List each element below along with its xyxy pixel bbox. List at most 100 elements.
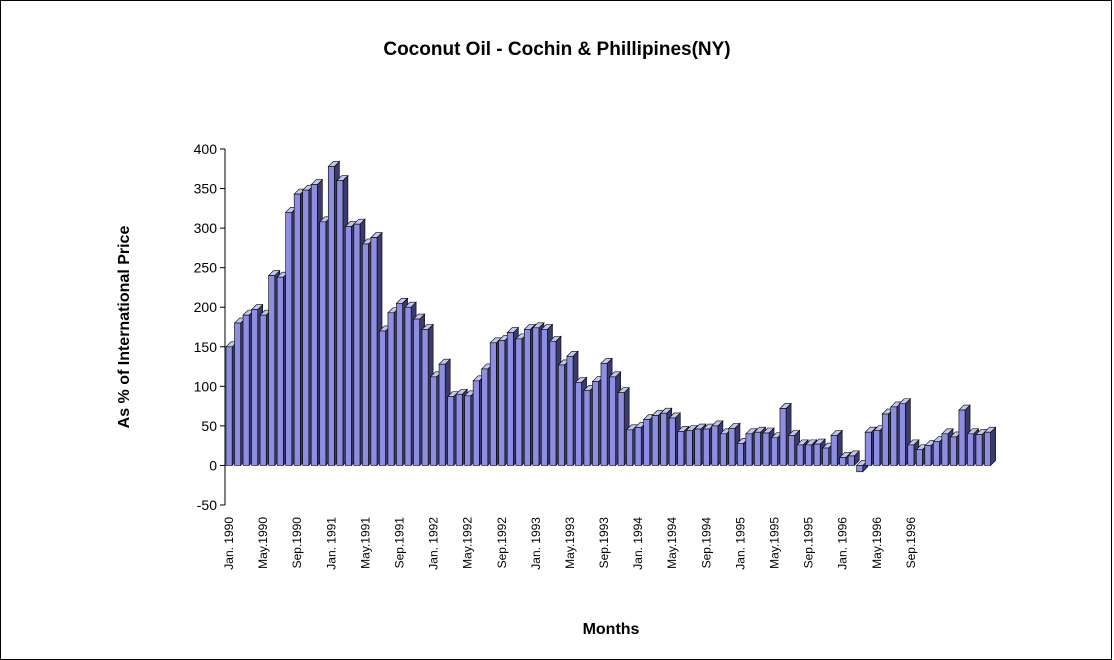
bar-front [617, 392, 625, 466]
bar-front [771, 437, 778, 466]
bar-front [677, 431, 685, 466]
bar-front [404, 306, 412, 466]
bar-front [447, 396, 455, 466]
bar-front [583, 389, 591, 466]
bar-series [225, 160, 997, 473]
bar-front [805, 444, 812, 466]
y-axis-label: As % of International Price [116, 226, 133, 429]
bar-front [600, 363, 608, 466]
bar-front [498, 340, 506, 466]
bar-front [822, 447, 829, 466]
bar-front [950, 436, 957, 466]
bar-front [958, 409, 966, 466]
bar-front [396, 302, 403, 466]
bar-front [643, 419, 651, 466]
bar-front [745, 433, 753, 466]
bar-front [558, 364, 565, 466]
x-tick-label: Jan. 1996 [836, 517, 850, 570]
x-tick-label: Jan. 1990 [222, 517, 236, 570]
bar-front [813, 443, 821, 466]
bar-front [293, 193, 301, 466]
y-tick-label: 200 [194, 299, 218, 315]
axes: 400 350 300 250 200 150 100 50 0 -50 Jan. 1990 May.… [194, 141, 918, 570]
bar-front [856, 465, 864, 473]
y-tick-label: 300 [194, 220, 218, 236]
bar-front [651, 415, 659, 466]
bar-front [430, 376, 437, 466]
x-tick-label: Sep.1993 [597, 517, 611, 569]
bar-front [788, 435, 795, 466]
bar-front [685, 430, 693, 466]
x-tick-label: May.1990 [256, 517, 270, 569]
x-tick-label: May.1996 [870, 517, 884, 569]
x-tick-label: May.1995 [767, 517, 781, 569]
x-axis-label: Months [583, 621, 640, 638]
bar-front [634, 427, 642, 466]
bar-front [626, 429, 633, 466]
bar-front [234, 322, 241, 466]
bar-front [285, 211, 293, 466]
x-tick-label: Sep.1991 [393, 517, 407, 569]
bar-front [472, 380, 480, 466]
bar-front [984, 431, 991, 466]
bar-front [873, 430, 881, 466]
x-tick-label: Jan. 1993 [529, 517, 543, 570]
bar-front [890, 406, 898, 466]
bar-front [481, 368, 489, 466]
y-tick-label: -50 [197, 497, 217, 513]
bar-front [489, 342, 497, 466]
x-tick-label: Sep.1992 [495, 517, 509, 569]
bar-front [592, 381, 599, 466]
x-tick-label: May.1991 [358, 517, 372, 569]
bar-front [694, 428, 702, 466]
y-tick-label: 150 [194, 339, 218, 355]
bar-front [515, 338, 523, 466]
bar-front [941, 433, 949, 466]
bar-front [387, 312, 395, 466]
bar-front [796, 444, 804, 466]
bar-front [898, 403, 906, 466]
bar-front [259, 314, 267, 466]
y-tick-label: 350 [194, 181, 218, 197]
chart-title: Coconut Oil - Cochin & Phillipines(NY) [383, 39, 730, 60]
bar-front [310, 184, 318, 466]
bar-front [379, 330, 386, 466]
x-tick-label: Sep.1994 [699, 517, 713, 569]
y-tick-label: 400 [194, 141, 218, 157]
bar-front [464, 395, 472, 466]
chart-canvas: Coconut Oil - Cochin & Phillipines(NY) A… [116, 39, 997, 638]
bar-front [975, 434, 983, 466]
bar-front [319, 221, 327, 466]
bar-front [302, 189, 310, 466]
bar-front [336, 180, 344, 466]
bar-front [421, 329, 429, 466]
bar-front [737, 442, 744, 466]
bar-front [924, 445, 932, 466]
bar-front [268, 275, 276, 466]
bar-front [251, 309, 259, 466]
bar-front [225, 346, 233, 466]
bar-side [990, 426, 996, 467]
bar-front [549, 340, 557, 466]
bar-front [362, 243, 369, 466]
bar-front [907, 444, 915, 466]
bar-front [779, 408, 787, 466]
bar-front [839, 457, 847, 466]
bar-front [370, 237, 378, 466]
bar-front [881, 413, 889, 466]
bar-front [668, 417, 676, 466]
bar-front [728, 427, 736, 466]
bar-front [762, 432, 770, 466]
bar-front [413, 318, 420, 466]
x-tick-label: May.1993 [563, 517, 577, 569]
bar [983, 426, 997, 467]
bar-front [353, 223, 361, 466]
y-tick-label: 0 [209, 457, 217, 473]
bar-front [711, 425, 719, 466]
bar-front [523, 329, 531, 466]
bar-front [719, 433, 727, 466]
bar-front [915, 449, 923, 466]
bar-front [242, 314, 250, 466]
bar-front [455, 393, 463, 466]
